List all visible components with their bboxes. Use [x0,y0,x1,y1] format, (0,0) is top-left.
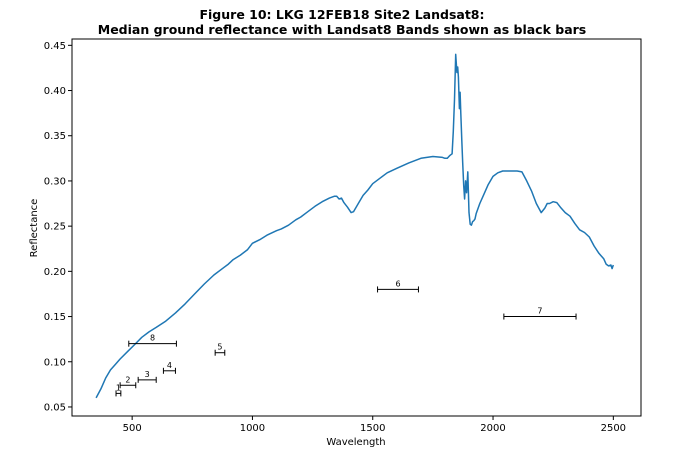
y-tick-label: 0.45 [44,41,66,52]
chart-title-line1: Figure 10: LKG 12FEB18 Site2 Landsat8: [199,7,484,22]
y-tick-label: 0.30 [44,176,66,187]
plot-area: 12 3 4 5 6 7 8 [95,53,615,399]
x-tick-label: 1500 [360,423,385,434]
axes-frame [71,38,642,417]
y-tick-label: 0.10 [44,357,66,368]
band-label: 2 [125,375,130,384]
band-label: 7 [537,307,542,316]
x-tick-label: 2000 [480,423,505,434]
x-tick-label: 500 [123,423,142,434]
reflectance-line [95,53,615,399]
band-label: 3 [145,370,150,379]
x-tick-label: 2500 [601,423,626,434]
band-label: 8 [150,334,155,343]
y-tick-label: 0.25 [44,222,66,233]
y-tick-label: 0.40 [44,86,66,97]
x-tick-label: 1000 [240,423,265,434]
y-tick-label: 0.15 [44,312,66,323]
band-label: 6 [395,279,400,288]
y-axis-label: Reflectance [29,199,40,258]
y-tick-label: 0.35 [44,131,66,142]
band-label: 4 [167,361,172,370]
x-axis-label: Wavelength [326,437,385,448]
y-tick-label: 0.05 [44,402,66,413]
band-label: 5 [217,343,222,352]
chart-title-line2: Median ground reflectance with Landsat8 … [98,22,586,37]
band-label: 1 [116,383,121,392]
y-tick-label: 0.20 [44,267,66,278]
